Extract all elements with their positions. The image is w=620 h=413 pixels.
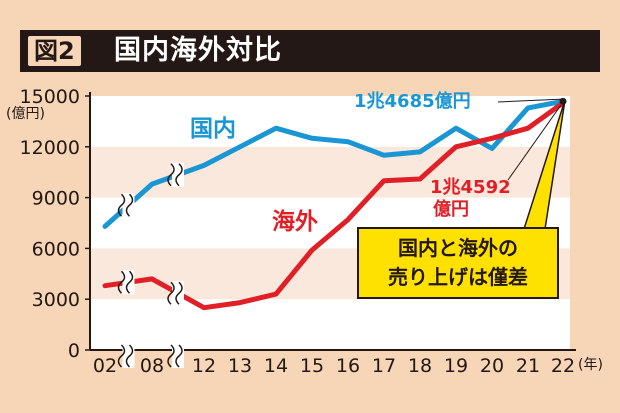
break-stroke	[125, 344, 134, 368]
line-chart: 0 3000 6000 9000 12000 15000 02 08 12 13 14 15 16 17…	[6, 86, 603, 377]
y-tick-label: 9000	[32, 188, 80, 210]
break-stroke	[167, 344, 175, 368]
y-axis-ticks: 0 3000 6000 9000 12000 15000	[20, 86, 90, 362]
chart-title: 国内海外対比	[114, 35, 282, 66]
x-tick-label: 13	[228, 355, 252, 377]
note-line1: 国内と海外の	[398, 236, 518, 260]
break-stroke	[175, 163, 183, 187]
break-stroke	[167, 163, 175, 187]
axis-break-overseas-2	[167, 281, 184, 306]
overseas-leader-line	[507, 104, 562, 181]
chart-header: 図2 国内海外対比	[0, 0, 620, 72]
axis-break-marks	[117, 162, 184, 368]
break-stroke	[117, 193, 126, 217]
x-tick-label: 15	[300, 355, 324, 377]
series-label-overseas: 海外	[272, 208, 318, 235]
figure-number-badge: 図2	[28, 36, 81, 66]
x-tick-label: 12	[192, 355, 216, 377]
x-tick-label: 08	[140, 355, 164, 377]
overseas-total-label-line2: 億円	[433, 198, 469, 220]
note-box	[357, 227, 559, 299]
break-stroke	[117, 270, 126, 294]
x-tick-label: 21	[516, 355, 540, 377]
x-tick-label: 19	[444, 355, 468, 377]
break-stroke	[175, 344, 183, 368]
series-line-domestic	[102, 98, 566, 229]
x-tick-label: 16	[336, 355, 360, 377]
axis-break-domestic-2	[167, 162, 184, 187]
break-stroke	[125, 270, 134, 294]
axis-break-x-2	[167, 344, 184, 368]
x-tick-label: 22	[551, 355, 575, 377]
axes	[89, 92, 576, 351]
series-line-overseas	[102, 100, 566, 311]
x-axis-ticks: 02 08 12 13 14 15 16 17 18 19 20 21 22	[93, 355, 575, 377]
break-stroke	[167, 281, 175, 305]
grid-band	[90, 146, 570, 198]
y-tick-label: 12000	[20, 137, 80, 159]
axis-break-x-1	[117, 344, 135, 368]
y-axis-unit: (億円)	[6, 106, 45, 122]
y-tick-label: 3000	[32, 289, 80, 311]
x-tick-label: 02	[93, 355, 117, 377]
domestic-leader-line	[497, 98, 566, 103]
x-tick-label: 14	[264, 355, 288, 377]
x-tick-label: 20	[480, 355, 504, 377]
axis-break-overseas-1	[117, 270, 135, 295]
break-stroke	[125, 193, 134, 217]
domestic-total-label: 1兆4685億円	[354, 90, 471, 112]
y-tick-label: 6000	[32, 238, 80, 260]
note-line2: 売り上げは僅差	[388, 265, 528, 289]
series-label-domestic: 国内	[190, 116, 236, 142]
break-stroke	[117, 344, 126, 368]
axis-break-domestic-1	[117, 193, 135, 218]
x-tick-label: 17	[372, 355, 396, 377]
y-tick-label: 15000	[20, 86, 80, 108]
x-axis-unit: (年)	[578, 357, 603, 373]
title-bar: 図2 国内海外対比	[20, 30, 600, 72]
break-stroke	[175, 281, 183, 305]
x-tick-label: 18	[408, 355, 432, 377]
overseas-total-label-line1: 1兆4592	[430, 177, 511, 198]
y-tick-label: 0	[68, 340, 80, 362]
